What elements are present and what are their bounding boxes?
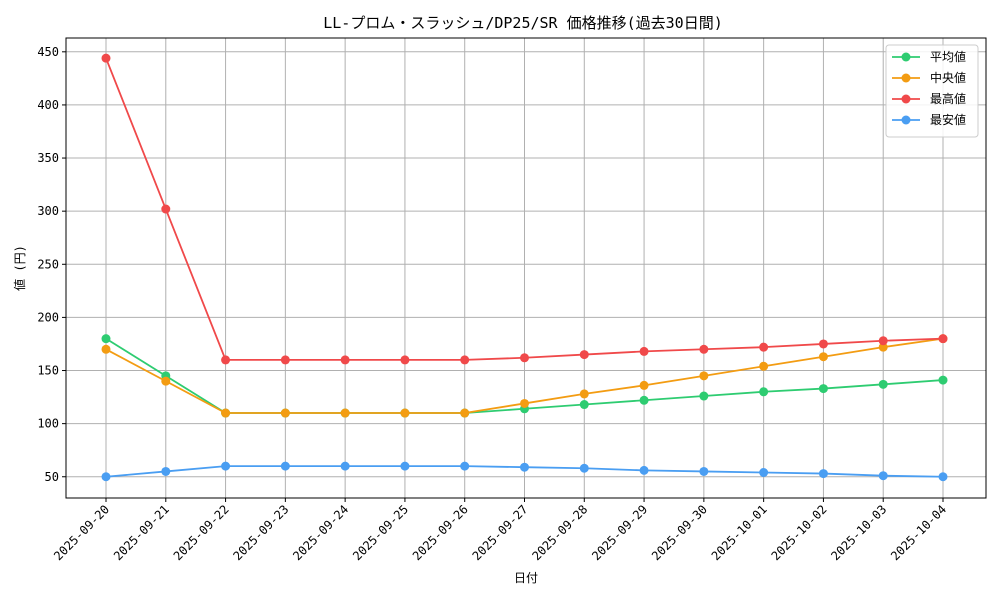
data-point — [400, 461, 410, 471]
data-point — [400, 408, 410, 418]
legend-label: 最安値 — [930, 112, 966, 127]
y-tick-label: 450 — [37, 45, 59, 59]
x-tick-label: 2025-09-30 — [649, 502, 710, 563]
data-point — [699, 344, 709, 354]
data-point — [161, 376, 171, 386]
data-point — [699, 371, 709, 381]
y-tick-label: 400 — [37, 98, 59, 112]
x-tick-label: 2025-10-02 — [769, 502, 830, 563]
data-point — [639, 465, 649, 475]
plot-frame — [65, 37, 987, 499]
data-point — [101, 53, 111, 63]
data-point — [938, 375, 948, 385]
legend-swatch-marker — [901, 115, 911, 125]
x-tick-label: 2025-09-29 — [589, 502, 650, 563]
data-point — [759, 387, 769, 397]
data-point — [221, 355, 231, 365]
data-point — [280, 355, 290, 365]
data-point — [878, 342, 888, 352]
data-point — [280, 408, 290, 418]
x-tick-label: 2025-09-23 — [230, 502, 291, 563]
data-point — [221, 408, 231, 418]
data-point — [878, 471, 888, 481]
x-tick-label: 2025-09-28 — [529, 502, 590, 563]
data-point — [878, 379, 888, 389]
x-tick-label: 2025-09-25 — [350, 502, 411, 563]
legend-label: 中央値 — [930, 70, 966, 85]
legend-label: 平均値 — [930, 49, 966, 64]
data-point — [579, 389, 589, 399]
data-point — [759, 342, 769, 352]
y-tick-label: 250 — [37, 257, 59, 271]
data-point — [639, 395, 649, 405]
legend-swatch-marker — [901, 94, 911, 104]
y-tick-label: 200 — [37, 310, 59, 324]
data-point — [520, 462, 529, 472]
data-point — [520, 398, 529, 408]
y-tick-label: 50 — [45, 470, 59, 484]
x-tick-label: 2025-09-20 — [51, 502, 112, 563]
x-tick-label: 2025-09-24 — [290, 502, 351, 563]
data-point — [938, 472, 948, 482]
axis-ticks: 2025-09-202025-09-212025-09-222025-09-23… — [37, 45, 949, 563]
data-point — [101, 334, 111, 344]
y-axis-label: 値 (円) — [12, 245, 27, 291]
data-point — [699, 466, 709, 476]
x-tick-label: 2025-10-01 — [709, 502, 770, 563]
data-point — [579, 400, 589, 410]
data-point — [818, 339, 828, 349]
x-tick-label: 2025-10-04 — [888, 502, 949, 563]
data-point — [101, 344, 111, 354]
grid-lines — [66, 38, 986, 498]
y-tick-label: 100 — [37, 417, 59, 431]
data-point — [938, 334, 948, 344]
data-point — [101, 472, 111, 482]
data-point — [221, 461, 231, 471]
series-layer — [101, 53, 948, 482]
data-point — [639, 346, 649, 356]
data-point — [759, 361, 769, 371]
data-point — [818, 352, 828, 362]
data-point — [579, 463, 589, 473]
legend-swatch-marker — [901, 73, 911, 83]
data-point — [340, 408, 350, 418]
data-point — [639, 380, 649, 390]
data-point — [579, 350, 589, 360]
data-point — [161, 466, 171, 476]
data-point — [699, 391, 709, 401]
data-point — [520, 353, 529, 363]
y-tick-label: 150 — [37, 364, 59, 378]
y-tick-label: 300 — [37, 204, 59, 218]
chart-title: LL-プロム・スラッシュ/DP25/SR 価格推移(過去30日間) — [323, 14, 723, 32]
data-point — [161, 204, 171, 214]
data-point — [818, 384, 828, 394]
legend-swatch-marker — [901, 52, 911, 62]
data-point — [460, 461, 470, 471]
x-axis-label: 日付 — [514, 571, 538, 585]
legend-label: 最高値 — [930, 91, 966, 106]
x-tick-label: 2025-09-27 — [470, 502, 531, 563]
data-point — [878, 336, 888, 346]
x-tick-label: 2025-10-03 — [828, 502, 889, 563]
data-point — [818, 469, 828, 479]
data-point — [460, 355, 470, 365]
x-tick-label: 2025-09-21 — [111, 502, 172, 563]
data-point — [340, 461, 350, 471]
data-point — [759, 468, 769, 478]
x-tick-label: 2025-09-26 — [410, 502, 471, 563]
data-point — [280, 461, 290, 471]
data-point — [460, 408, 470, 418]
y-tick-label: 350 — [37, 151, 59, 165]
legend-box — [885, 44, 979, 138]
data-point — [400, 355, 410, 365]
data-point — [340, 355, 350, 365]
x-tick-label: 2025-09-22 — [171, 502, 232, 563]
